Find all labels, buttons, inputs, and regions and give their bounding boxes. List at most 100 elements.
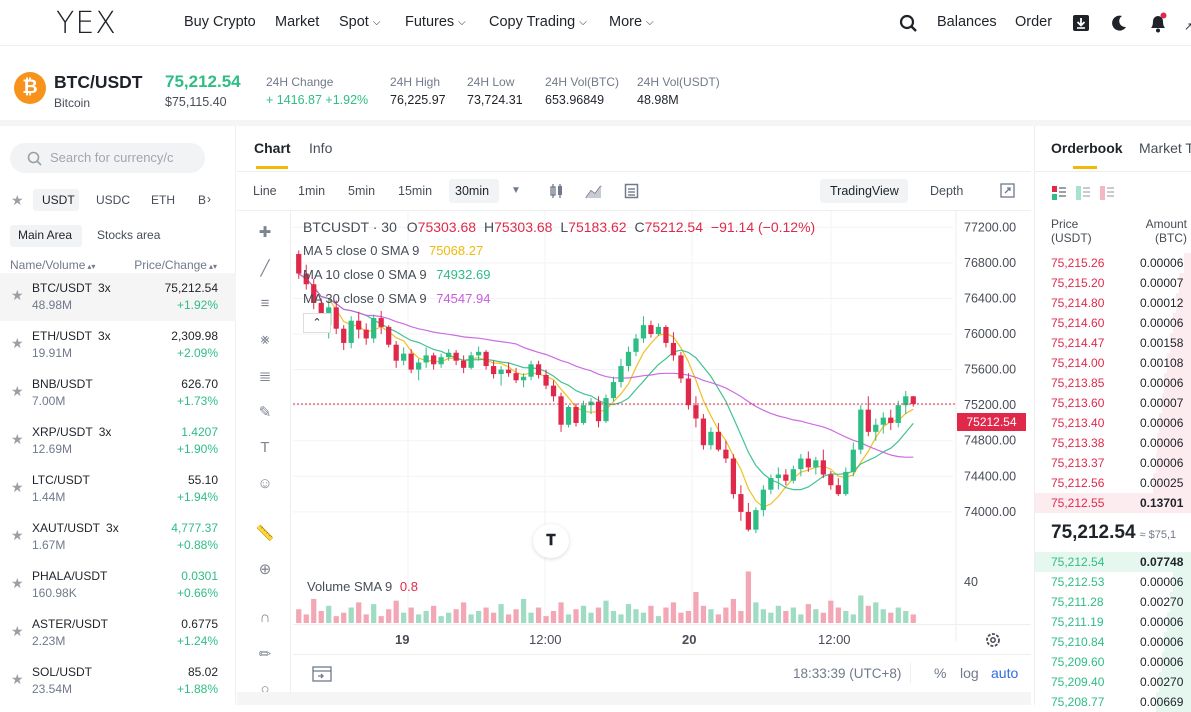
timeframe-line[interactable]: Line (253, 184, 277, 198)
timeframe-15min[interactable]: 15min (398, 184, 433, 198)
ruler-icon[interactable]: 📏 (255, 525, 275, 542)
clock-time[interactable]: 18:33:39 (UTC+8) (793, 666, 902, 681)
eye-icon[interactable]: ○ (260, 681, 270, 698)
text-icon[interactable]: T (260, 439, 270, 456)
bid-row[interactable]: 75,211.19 0.00006 (1035, 612, 1191, 632)
brush-icon[interactable]: ✎ (258, 404, 272, 421)
market-row[interactable]: ★ ASTER/USDT 2.23M 0.6775 +1.24% (0, 609, 236, 657)
bid-row[interactable]: 75,209.60 0.00006 (1035, 652, 1191, 672)
account-icon[interactable]: ↗ (1184, 21, 1191, 30)
bid-row[interactable]: 75,208.77 0.00669 (1035, 692, 1191, 712)
ask-row[interactable]: 75,215.20 0.00007 (1035, 273, 1191, 293)
pattern-icon[interactable]: ⨳ (260, 331, 270, 348)
auto-toggle[interactable]: auto (991, 665, 1019, 681)
orderbook-asks-icon[interactable] (1100, 186, 1114, 200)
chart-settings-gear-icon[interactable] (985, 632, 1001, 648)
quote-tab-eth[interactable]: ETH (151, 193, 175, 207)
star-icon[interactable]: ★ (11, 383, 24, 399)
market-row[interactable]: ★ XAUT/USDT 3x 1.67M 4,777.37 +0.88% (0, 513, 236, 561)
fullscreen-icon[interactable] (1000, 183, 1015, 198)
search-icon[interactable] (899, 14, 918, 33)
percent-toggle[interactable]: % (934, 665, 947, 681)
logo[interactable]: YEX (56, 6, 117, 41)
emoji-icon[interactable]: ☺ (257, 475, 273, 492)
moon-icon[interactable] (1110, 14, 1128, 32)
tab-market-trades[interactable]: Market T (1139, 140, 1191, 156)
bid-row[interactable]: 75,211.28 0.00270 (1035, 592, 1191, 612)
bid-row[interactable]: 75,212.54 0.07748 (1035, 552, 1191, 572)
ticker-pair[interactable]: BTC/USDT (54, 72, 143, 92)
search-input[interactable]: Search for currency/c (10, 143, 205, 173)
sort-price-change[interactable]: Price/Change ▴▾ (134, 258, 217, 272)
ask-row[interactable]: 75,213.60 0.00007 (1035, 393, 1191, 413)
timeframe-1min[interactable]: 1min (298, 184, 326, 198)
magnet-icon[interactable]: ∩ (259, 609, 271, 626)
quote-tab-usdt[interactable] (33, 189, 79, 211)
nav-spot[interactable]: Spot ⌵ (339, 14, 380, 30)
view-depth[interactable]: Depth (930, 184, 964, 198)
tab-info[interactable]: Info (309, 140, 333, 156)
nav-copy-trading[interactable]: Copy Trading ⌵ (489, 14, 587, 30)
ask-row[interactable]: 75,212.56 0.00025 (1035, 473, 1191, 493)
ask-row[interactable]: 75,214.60 0.00006 (1035, 313, 1191, 333)
ask-row[interactable]: 75,215.26 0.00006 (1035, 253, 1191, 273)
orderbook-both-icon[interactable] (1052, 186, 1066, 200)
quote-tab-usdc[interactable]: USDC (96, 193, 131, 207)
nav-buy-crypto[interactable]: Buy Crypto (184, 14, 256, 30)
orderbook-bids-icon[interactable] (1076, 186, 1090, 200)
market-row[interactable]: ★ XRP/USDT 3x 12.69M 1.4207 +1.90% (0, 417, 236, 465)
chevron-right-icon[interactable]: › (207, 192, 211, 206)
star-icon[interactable]: ★ (11, 575, 24, 591)
star-icon[interactable]: ★ (11, 671, 24, 687)
bid-row[interactable]: 75,210.84 0.00006 (1035, 632, 1191, 652)
area-tab-stocks[interactable]: Stocks area (97, 228, 161, 242)
view-tradingview[interactable]: TradingView (830, 184, 899, 198)
lock-drawing-icon[interactable]: ✏ (258, 646, 272, 663)
candle-type-icon[interactable] (548, 183, 564, 199)
market-row[interactable]: ★ PHALA/USDT 160.98K 0.0301 +0.66% (0, 561, 236, 609)
market-row[interactable]: ★ BTC/USDT 3x 48.98M 75,212.54 +1.92% (0, 273, 236, 321)
collapse-legend-button[interactable]: ⌃ (303, 313, 331, 333)
balances-link[interactable]: Balances (937, 14, 997, 30)
nav-market[interactable]: Market (275, 14, 319, 30)
market-row[interactable]: ★ BNB/USDT 7.00M 626.70 +1.73% (0, 369, 236, 417)
tab-chart[interactable]: Chart (254, 140, 291, 156)
crosshair-icon[interactable]: ✚ (258, 224, 272, 241)
star-icon[interactable]: ★ (11, 527, 24, 543)
fib-icon[interactable]: ≣ (258, 368, 272, 385)
trendline-icon[interactable]: ╱ (260, 260, 270, 277)
zoom-in-icon[interactable]: ⊕ (258, 561, 272, 578)
star-icon[interactable]: ★ (11, 623, 24, 639)
timeframe-dropdown-icon[interactable]: ▼ (511, 185, 521, 196)
ask-row[interactable]: 75,213.38 0.00006 (1035, 433, 1191, 453)
ask-row[interactable]: 75,214.47 0.00158 (1035, 333, 1191, 353)
nav-futures[interactable]: Futures ⌵ (405, 14, 466, 30)
indicator-icon[interactable] (585, 183, 602, 199)
star-icon[interactable]: ★ (11, 431, 24, 447)
bid-row[interactable]: 75,212.53 0.00006 (1035, 572, 1191, 592)
favorites-star-icon[interactable]: ★ (11, 192, 24, 208)
ask-row[interactable]: 75,213.85 0.00006 (1035, 373, 1191, 393)
ask-row[interactable]: 75,214.00 0.00108 (1035, 353, 1191, 373)
area-tab-main[interactable] (10, 225, 82, 247)
sort-name-volume[interactable]: Name/Volume ▴▾ (10, 258, 95, 272)
bell-icon[interactable] (1148, 12, 1168, 34)
settings-sheet-icon[interactable] (624, 183, 639, 199)
nav-more[interactable]: More ⌵ (609, 14, 654, 30)
star-icon[interactable]: ★ (11, 479, 24, 495)
quote-tab-more[interactable]: B (198, 193, 207, 207)
tradingview-logo-icon[interactable]: 𝐓 (533, 524, 569, 558)
tab-orderbook[interactable]: Orderbook (1051, 140, 1123, 156)
timeframe-5min[interactable]: 5min (348, 184, 376, 198)
market-row[interactable]: ★ ETH/USDT 3x 19.91M 2,309.98 +2.09% (0, 321, 236, 369)
order-link[interactable]: Order (1015, 14, 1053, 30)
star-icon[interactable]: ★ (11, 335, 24, 351)
log-toggle[interactable]: log (960, 665, 979, 681)
parallel-lines-icon[interactable]: ≡ (260, 295, 270, 312)
bid-row[interactable]: 75,209.40 0.00270 (1035, 672, 1191, 692)
ask-row[interactable]: 75,212.55 0.13701 (1035, 493, 1191, 513)
date-range-icon[interactable] (312, 664, 332, 682)
star-icon[interactable]: ★ (11, 287, 24, 303)
ask-row[interactable]: 75,213.40 0.00006 (1035, 413, 1191, 433)
ask-row[interactable]: 75,214.80 0.00012 (1035, 293, 1191, 313)
